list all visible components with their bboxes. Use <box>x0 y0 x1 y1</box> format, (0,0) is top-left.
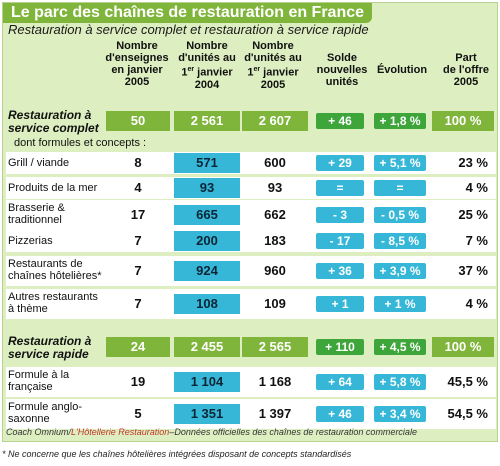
row-label: Brasserie & traditionnel <box>8 202 65 226</box>
solde-pill: + 29 <box>316 155 364 171</box>
part-cell: 7 % <box>465 233 488 248</box>
part-cell: 54,5 % <box>447 406 488 421</box>
header-solde: Solde nouvelles unités <box>316 52 368 88</box>
solde-pill: = <box>316 180 364 196</box>
row-label: Pizzerias <box>8 235 53 247</box>
table-row: Formule à la française 19 1 104 1 168 45,5 %… <box>6 367 496 397</box>
solde-pill: - 3 <box>316 207 364 223</box>
row-label: Restauration à service rapide <box>8 334 92 361</box>
unites-2004-cell: 2 561 <box>174 111 240 131</box>
row-label: Grill / viande <box>8 157 70 169</box>
header-enseignes: Nombre d'enseignes en janvier 2005 <box>105 40 169 88</box>
row-label: Autres restaurants à thème <box>8 291 98 315</box>
part-cell: 100 % <box>432 111 494 131</box>
unites-2005-cell: 960 <box>264 263 286 278</box>
part-cell: 45,5 % <box>447 374 488 389</box>
row-background <box>6 152 496 174</box>
row-label: Produits de la mer <box>8 182 98 194</box>
unites-2005-cell: 600 <box>264 155 286 170</box>
unites-2004-cell: 571 <box>174 153 240 173</box>
solde-pill: - 17 <box>316 233 364 249</box>
unites-2005-cell: 1 397 <box>258 406 292 421</box>
table-row: Restauration à service rapide 24 2 455 2 56… <box>6 333 496 361</box>
part-cell: 4 % <box>465 296 488 311</box>
table-row: Formule anglo-saxonne 5 1 351 1 397 54,5 % + … <box>6 399 496 429</box>
unites-2005-cell: 93 <box>267 180 283 195</box>
subtitle: Restauration à service complet et restau… <box>8 22 369 37</box>
enseignes-cell: 8 <box>134 155 142 170</box>
part-cell: 37 % <box>458 263 488 278</box>
unites-2004-cell: 665 <box>174 205 240 225</box>
table-row: Restauration à service complet 50 2 561 2 6… <box>6 107 496 135</box>
header-evolution: Évolution <box>376 64 428 76</box>
row-label: Restauration à service complet <box>8 108 99 135</box>
enseignes-cell: 24 <box>106 337 170 357</box>
row-background <box>6 177 496 199</box>
table-row: Restaurants de chaînes hôtelières* 7 924 96… <box>6 256 496 286</box>
enseignes-cell: 7 <box>134 296 142 311</box>
subgroup-label: dont formules et concepts : <box>14 137 147 149</box>
table-row: Produits de la mer 4 93 93 4 % = = <box>6 177 496 199</box>
evolution-pill: = <box>374 180 426 196</box>
unites-2004-cell: 200 <box>174 231 240 251</box>
evolution-pill: + 4,5 % <box>374 339 426 355</box>
row-label: Formule anglo-saxonne <box>8 401 82 425</box>
page-title: Le parc des chaînes de restauration en F… <box>3 3 373 23</box>
evolution-pill: + 5,1 % <box>374 155 426 171</box>
unites-2005-cell: 2 607 <box>242 111 308 131</box>
unites-2004-cell: 1 104 <box>174 372 240 392</box>
solde-pill: + 46 <box>316 406 364 422</box>
evolution-pill: - 8,5 % <box>374 233 426 249</box>
evolution-pill: + 5,8 % <box>374 374 426 390</box>
unites-2004-cell: 2 455 <box>174 337 240 357</box>
solde-pill: + 1 <box>316 296 364 312</box>
table-row: Grill / viande 8 571 600 23 % + 29 + 5,1 % <box>6 152 496 174</box>
solde-pill: + 110 <box>316 339 364 355</box>
solde-pill: + 36 <box>316 263 364 279</box>
solde-pill: + 64 <box>316 374 364 390</box>
unites-2005-cell: 183 <box>264 233 286 248</box>
evolution-pill: + 1 % <box>374 296 426 312</box>
unites-2004-cell: 108 <box>174 294 240 314</box>
table-row: Brasserie & traditionnel 17 665 662 25 % - 3-… <box>6 200 496 230</box>
source-credit: Coach Omnium/L'Hôtellerie Restauration–D… <box>6 427 417 437</box>
unites-2004-cell: 924 <box>174 261 240 281</box>
enseignes-cell: 5 <box>134 406 142 421</box>
evolution-pill: + 1,8 % <box>374 113 426 129</box>
unites-2004-cell: 1 351 <box>174 404 240 424</box>
table-row: Autres restaurants à thème 7 108 109 4 % + 1 +… <box>6 289 496 319</box>
evolution-pill: - 0,5 % <box>374 207 426 223</box>
row-background <box>6 230 496 252</box>
enseignes-cell: 19 <box>130 374 146 389</box>
unites-2005-cell: 2 565 <box>242 337 308 357</box>
enseignes-cell: 4 <box>134 180 142 195</box>
header-part: Part de l'offre 2005 <box>442 52 489 88</box>
part-cell: 25 % <box>458 207 488 222</box>
enseignes-cell: 7 <box>134 233 142 248</box>
row-label: Formule à la française <box>8 369 70 393</box>
part-cell: 4 % <box>465 180 488 195</box>
header-unites-2004: Nombre d'unités au 1er janvier 2004 <box>178 40 236 91</box>
solde-pill: + 46 <box>316 113 364 129</box>
unites-2005-cell: 109 <box>264 296 286 311</box>
enseignes-cell: 17 <box>130 207 146 222</box>
unites-2004-cell: 93 <box>174 178 240 198</box>
header-unites-2005: Nombre d'unités au 1er janvier 2005 <box>244 40 302 91</box>
unites-2005-cell: 662 <box>264 207 286 222</box>
part-cell: 100 % <box>432 337 494 357</box>
evolution-pill: + 3,9 % <box>374 263 426 279</box>
table-row: Pizzerias 7 200 183 7 % - 17 - 8,5 % <box>6 230 496 252</box>
unites-2005-cell: 1 168 <box>258 374 292 389</box>
footnote: * Ne concerne que les chaînes hôtelières… <box>2 449 352 459</box>
enseignes-cell: 50 <box>106 111 170 131</box>
evolution-pill: + 3,4 % <box>374 406 426 422</box>
part-cell: 23 % <box>458 155 488 170</box>
enseignes-cell: 7 <box>134 263 142 278</box>
row-label: Restaurants de chaînes hôtelières* <box>8 258 102 282</box>
